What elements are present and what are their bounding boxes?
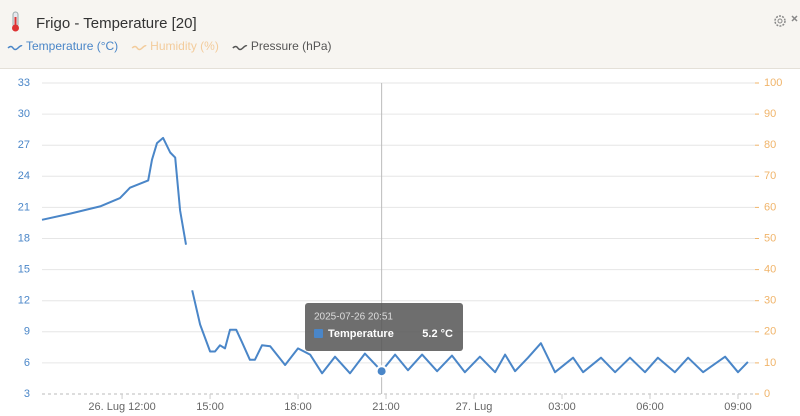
x-tick-label: 09:00 <box>724 401 752 413</box>
y2-tick-label: 10 <box>764 357 776 369</box>
y-tick-label: 21 <box>18 201 30 213</box>
x-tick-label: 21:00 <box>372 401 400 413</box>
legend-icon[interactable] <box>232 45 248 51</box>
y2-tick-label: 70 <box>764 170 776 182</box>
close-icon[interactable] <box>791 15 798 22</box>
tooltip-series: Temperature <box>328 328 394 340</box>
x-tick-label: 27. Lug <box>456 401 493 413</box>
x-tick-label: 15:00 <box>196 401 224 413</box>
y-tick-label: 9 <box>24 326 30 338</box>
y2-tick-label: 30 <box>764 295 776 307</box>
legend-label[interactable]: Temperature (°C) <box>26 39 118 53</box>
y-tick-label: 12 <box>18 295 30 307</box>
x-tick-label: 26. Lug 12:00 <box>88 401 155 413</box>
y2-tick-label: 90 <box>764 108 776 120</box>
y-tick-label: 27 <box>18 139 30 151</box>
y2-tick-label: 40 <box>764 264 776 276</box>
y2-tick-label: 50 <box>764 232 776 244</box>
tooltip-value: 5.2 °C <box>422 328 453 340</box>
series-line <box>41 136 749 375</box>
y2-tick-label: 100 <box>764 77 782 89</box>
y-tick-label: 30 <box>18 108 30 120</box>
y-tick-label: 6 <box>24 357 30 369</box>
hover-point <box>375 365 388 378</box>
y-tick-label: 15 <box>18 264 30 276</box>
header-bg <box>0 0 800 68</box>
y-tick-label: 24 <box>18 170 30 182</box>
x-tick-label: 06:00 <box>636 401 664 413</box>
thermometer-icon <box>12 11 19 32</box>
y-tick-label: 33 <box>18 77 30 89</box>
x-tick-label: 18:00 <box>284 401 312 413</box>
title: Frigo - Temperature [20] <box>36 15 197 32</box>
settings-icon[interactable] <box>774 15 786 27</box>
tooltip-time: 2025-07-26 20:51 <box>314 312 393 323</box>
y2-tick-label: 60 <box>764 201 776 213</box>
legend-label[interactable]: Pressure (hPa) <box>251 39 332 53</box>
y-tick-label: 3 <box>24 388 30 400</box>
tooltip-swatch <box>314 329 323 338</box>
tooltip-box <box>305 303 463 351</box>
x-tick-label: 03:00 <box>548 401 576 413</box>
legend-icon[interactable] <box>131 45 147 51</box>
y2-tick-label: 80 <box>764 139 776 151</box>
y2-tick-label: 0 <box>764 388 770 400</box>
legend-label[interactable]: Humidity (%) <box>150 39 219 53</box>
legend-icon[interactable] <box>7 45 23 51</box>
y-tick-label: 18 <box>18 232 30 244</box>
y2-tick-label: 20 <box>764 326 776 338</box>
